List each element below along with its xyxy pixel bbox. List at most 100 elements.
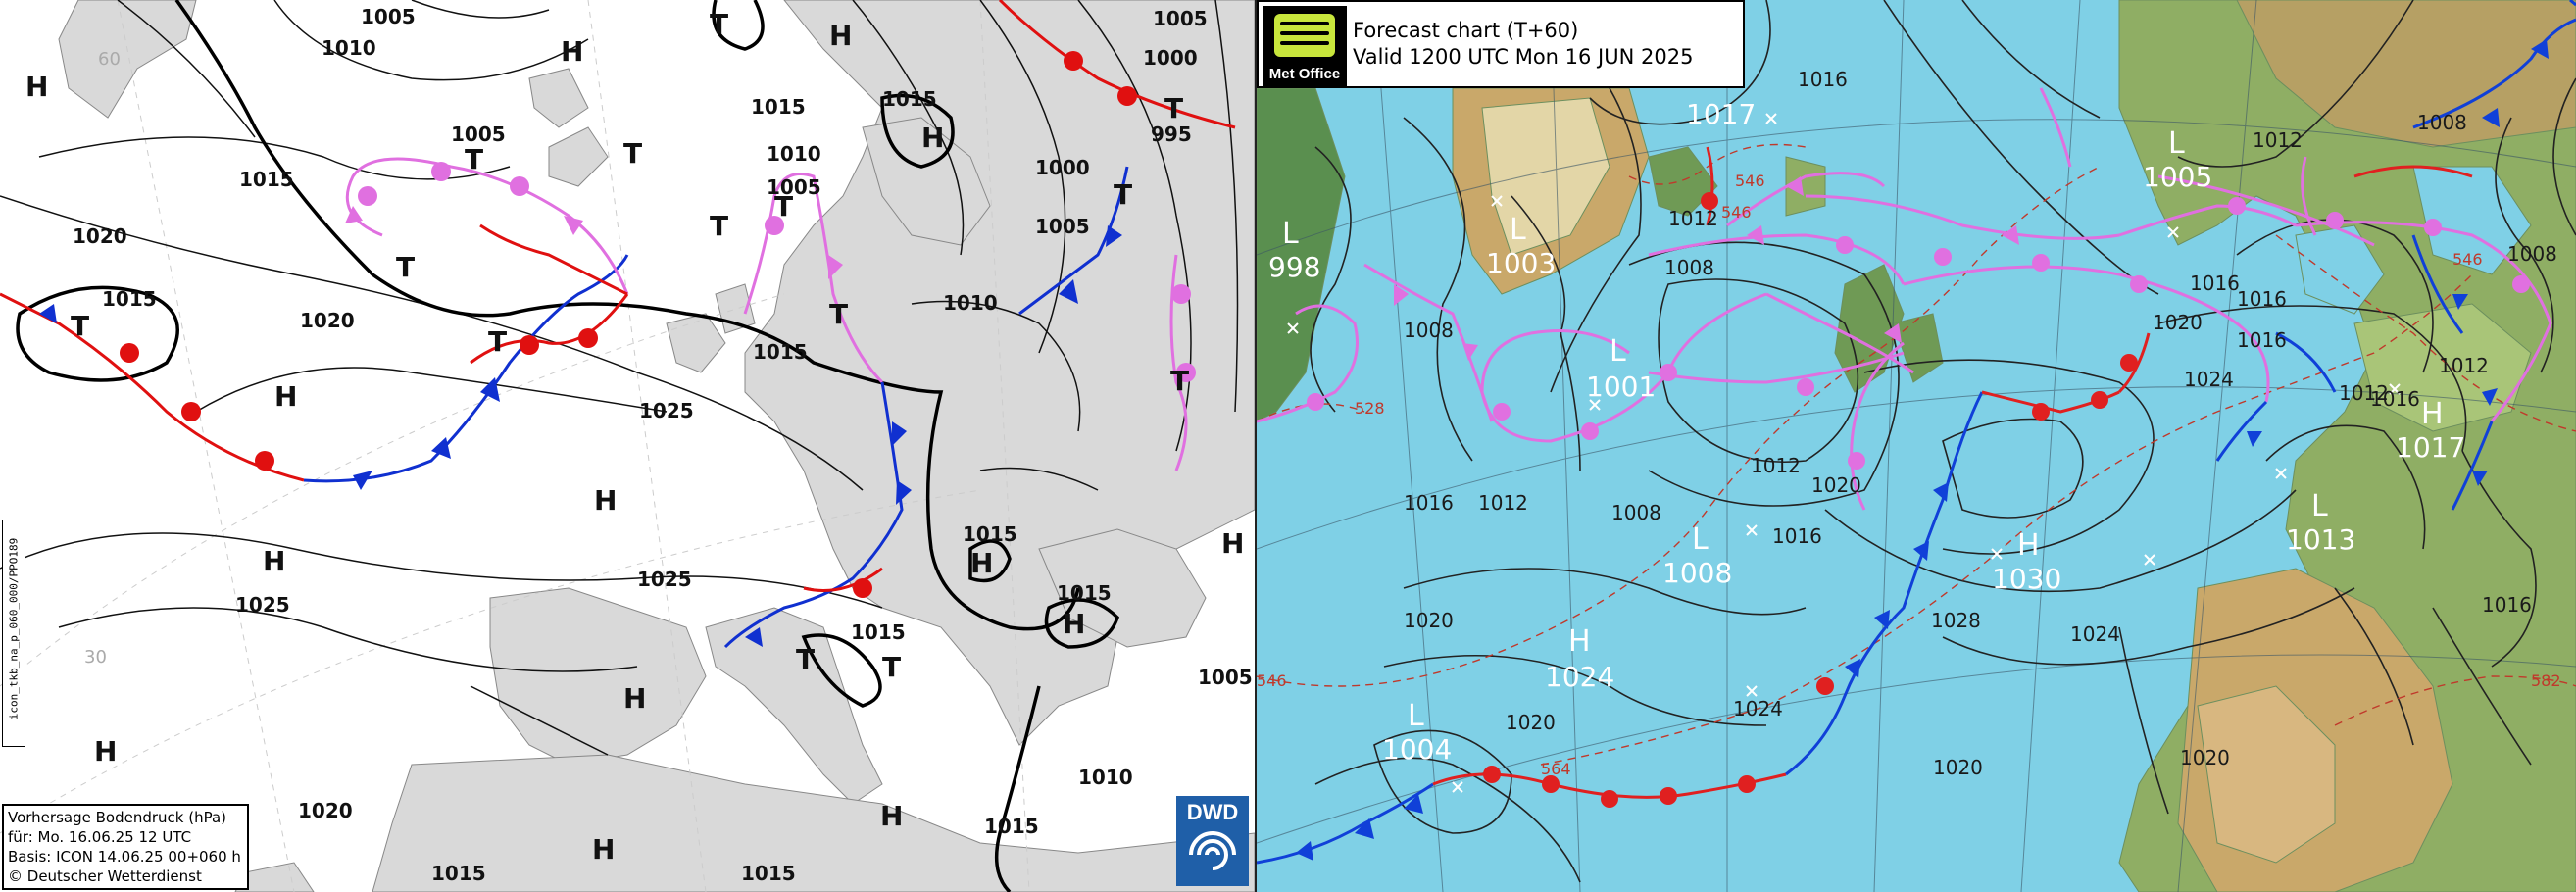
pressure-center-value: 1005 [2143,161,2212,193]
isobar-label: 1012 [1668,207,1718,230]
pressure-center-label: H [970,547,993,579]
isobar-label: 1012 [1478,491,1528,515]
isobar-label: 1012 [1751,454,1801,477]
pressure-center-value: 1004 [1382,733,1452,766]
isobar-label: 1016 [1404,491,1454,515]
isobar-label: 1016 [2237,287,2287,311]
thickness-label: 546 [1257,671,1287,690]
dwd-info-line: Basis: ICON 14.06.25 00+060 h [8,848,241,866]
isobar-label: 1005 [767,175,821,199]
forecast-title: Forecast chart (T+60) [1353,19,1579,42]
isobar-label: 1008 [2507,242,2557,266]
dwd-logo-text: DWD [1186,800,1239,824]
pressure-center-label: T [882,651,901,683]
isobar-label: 1015 [851,620,906,644]
dwd-isobars [0,0,1239,844]
pressure-center-label: H [263,545,285,577]
mo-landmass [1257,0,2576,892]
dwd-graticule [0,0,1030,892]
isobar-label: 1015 [882,87,937,111]
isobar-label: 1020 [1811,473,1861,497]
dwd-pressure-centers: H H T H T T T T T T T T H H H H H H H T … [25,8,1244,866]
pressure-center-label: T [1114,178,1132,211]
isobar-label: 1010 [322,36,376,60]
pressure-center-label: T [1170,365,1189,397]
isobar-label: 1010 [1078,766,1133,789]
isobar-label: 1015 [1057,581,1112,605]
isobar-label: 1015 [239,168,294,191]
dwd-info-line: für: Mo. 16.06.25 12 UTC [8,828,192,846]
mo-pressure-centers: L 998 L 1003 L 1001 L 1008 H 1024 L 1004… [1268,98,2465,766]
mo-thickness-labels: 546 546 528 546 564 582 546 [1257,172,2561,778]
mo-center-markers [1287,113,2401,793]
isobar-label: 1024 [1733,697,1783,720]
metoffice-swirl-icon [1274,14,1335,57]
isobar-label: 1025 [639,399,694,422]
pressure-center-type: L [1510,213,1526,247]
pressure-center-label: H [594,484,617,517]
pressure-center-type: H [1568,624,1591,659]
isobar-label: 1020 [1506,711,1556,734]
pressure-center-label: H [94,735,117,768]
mo-thickness-lines [1257,143,2576,766]
isobar-label: 1012 [2439,354,2489,377]
pressure-center-type: L [2168,126,2185,161]
panel-divider [1255,0,1257,892]
dwd-info-line: © Deutscher Wetterdienst [8,867,202,885]
pressure-center-label: T [1164,92,1183,124]
metoffice-logo: Met Office [1263,6,1347,86]
isobar-label: 1012 [2339,381,2389,405]
pressure-center-value: 1030 [1992,563,2061,595]
mo-isobar-labels: 1016 1012 1008 1008 1016 1012 1008 1012 … [1404,68,2557,779]
mo-front-symbols [1296,39,2549,861]
metoffice-logo-text: Met Office [1268,66,1341,82]
isobar-label: 1016 [1798,68,1848,91]
isobar-label: 1008 [1611,501,1661,524]
pressure-center-label: H [1221,527,1244,560]
mo-isobars [1310,0,2576,883]
isobar-label: 995 [1151,123,1192,146]
isobar-label: 1016 [2237,328,2287,352]
isobar-label: 1015 [431,862,486,885]
isobar-label: 1010 [767,142,821,166]
thickness-label: 582 [2531,671,2561,690]
pressure-center-label: H [592,833,615,866]
thickness-label: 528 [1355,399,1385,418]
pressure-center-type: L [1610,334,1626,369]
dwd-chart-panel: 60 30 [0,0,1255,892]
dwd-product-id: icon_tkb_na_p_060_000/PPO189 [2,520,25,747]
pressure-center-label: T [710,210,728,242]
isobar-label: 1016 [2190,272,2240,295]
pressure-center-type: L [2311,489,2328,523]
isobar-label: 1015 [102,287,157,311]
pressure-center-value: 1017 [1686,98,1756,130]
pressure-center-value: 1008 [1662,557,1732,589]
dwd-swirl-icon [1189,831,1236,870]
isobar-label: 1005 [1035,215,1090,238]
isobar-label: 1015 [753,340,808,364]
dwd-grid-label: 30 [84,647,107,668]
dwd-info-box: Vorhersage Bodendruck (hPa) für: Mo. 16.… [2,804,249,890]
pressure-center-type: H [2017,528,2040,563]
metoffice-map: L 998 L 1003 L 1001 L 1008 H 1024 L 1004… [1257,0,2576,892]
isobar-label: 1016 [2370,387,2420,411]
isobar-label: 1008 [2417,111,2467,134]
isobar-label: 1008 [1664,256,1714,279]
metoffice-title: Forecast chart (T+60) Valid 1200 UTC Mon… [1353,18,1693,71]
pressure-center-value: 1024 [1545,661,1614,693]
pressure-center-label: T [829,298,848,330]
thickness-label: 546 [1721,203,1752,222]
isobar-label: 1005 [1198,666,1253,689]
mo-graticule [1257,0,2576,892]
pressure-center-label: H [25,71,48,103]
dwd-product-id-text: icon_tkb_na_p_060_000/PPO189 [7,537,21,720]
isobar-label: 1000 [1035,156,1090,179]
dwd-grid-label: 60 [98,49,121,70]
isobar-label: 1025 [235,593,290,617]
metoffice-chart-panel: L 998 L 1003 L 1001 L 1008 H 1024 L 1004… [1257,0,2576,892]
isobar-label: 1000 [1143,46,1198,70]
pressure-center-label: H [1063,608,1085,640]
isobar-label: 1010 [943,291,998,315]
dwd-logo: DWD [1176,796,1249,886]
dwd-front-symbols [39,51,1196,647]
